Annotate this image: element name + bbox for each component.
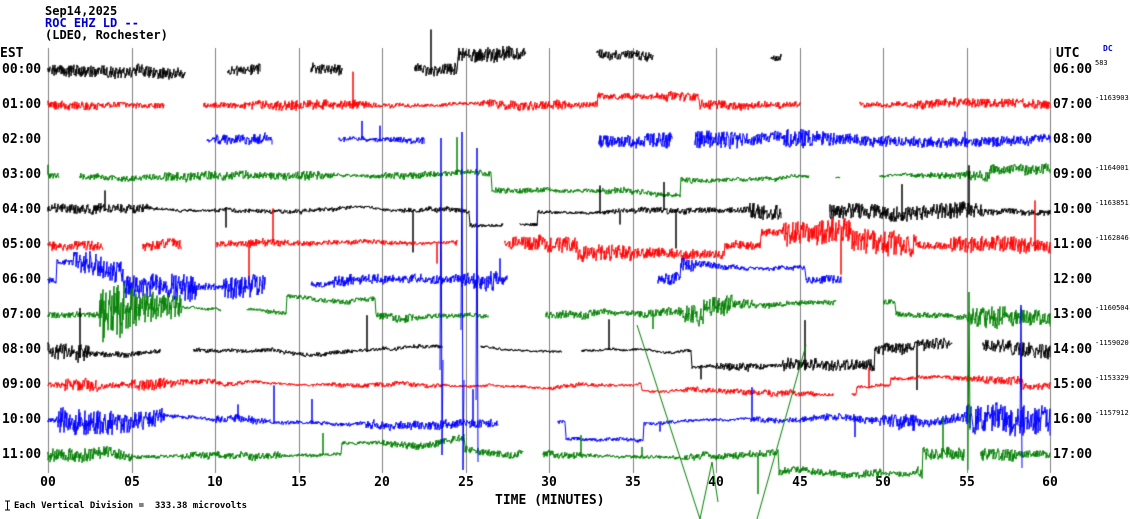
x-tick-label: 10 bbox=[207, 475, 223, 490]
x-tick-label: 30 bbox=[541, 475, 557, 490]
x-tick-label: 25 bbox=[458, 475, 474, 490]
utc-time-label: 16:00 bbox=[1053, 412, 1093, 427]
est-time-label: 04:00 bbox=[2, 202, 42, 217]
x-tick-label: 60 bbox=[1042, 475, 1058, 490]
est-time-label: 08:00 bbox=[2, 342, 42, 357]
dc-value: -1153329 bbox=[1095, 374, 1129, 382]
utc-time-label: 15:00 bbox=[1053, 377, 1093, 392]
utc-time-label: 14:00 bbox=[1053, 342, 1093, 357]
dc-value: -1163851 bbox=[1095, 199, 1129, 207]
x-tick-label: 50 bbox=[875, 475, 891, 490]
x-tick-label: 55 bbox=[959, 475, 975, 490]
x-tick-label: 40 bbox=[708, 475, 724, 490]
x-axis-title: TIME (MINUTES) bbox=[495, 493, 605, 508]
est-time-label: 03:00 bbox=[2, 167, 42, 182]
dc-value: -1164001 bbox=[1095, 164, 1129, 172]
utc-time-label: 08:00 bbox=[1053, 132, 1093, 147]
right-axis-label-utc: UTC bbox=[1056, 46, 1080, 61]
est-time-label: 02:00 bbox=[2, 132, 42, 147]
est-time-label: 10:00 bbox=[2, 412, 42, 427]
scale-text: Each Vertical Division = 333.38 microvol… bbox=[14, 500, 247, 511]
est-time-label: 11:00 bbox=[2, 447, 42, 462]
utc-time-label: 11:00 bbox=[1053, 237, 1093, 252]
dc-value: -1162846 bbox=[1095, 234, 1129, 242]
x-tick-label: 45 bbox=[792, 475, 808, 490]
x-tick-label: 00 bbox=[40, 475, 56, 490]
utc-time-label: 07:00 bbox=[1053, 97, 1093, 112]
utc-time-label: 10:00 bbox=[1053, 202, 1093, 217]
dc-value: -1160504 bbox=[1095, 304, 1129, 312]
dc-value: -1159020 bbox=[1095, 339, 1129, 347]
est-time-label: 09:00 bbox=[2, 377, 42, 392]
utc-time-label: 12:00 bbox=[1053, 272, 1093, 287]
left-axis-label-est: EST bbox=[0, 46, 24, 61]
dc-column-header: DC bbox=[1103, 44, 1113, 53]
x-tick-label: 05 bbox=[124, 475, 140, 490]
dc-value: -1163903 bbox=[1095, 94, 1129, 102]
est-time-label: 01:00 bbox=[2, 97, 42, 112]
est-time-label: 07:00 bbox=[2, 307, 42, 322]
utc-time-label: 09:00 bbox=[1053, 167, 1093, 182]
scale-footer: Each Vertical Division = 333.38 microvol… bbox=[4, 500, 247, 511]
vertical-division-marker-icon bbox=[5, 500, 10, 511]
x-tick-label: 15 bbox=[291, 475, 307, 490]
est-time-label: 00:00 bbox=[2, 62, 42, 77]
utc-time-label: 13:00 bbox=[1053, 307, 1093, 322]
utc-time-label: 06:00 bbox=[1053, 62, 1093, 77]
dc-value: -1157912 bbox=[1095, 409, 1129, 417]
x-tick-label: 35 bbox=[625, 475, 641, 490]
dc-value: 583 bbox=[1095, 59, 1108, 67]
x-tick-label: 20 bbox=[374, 475, 390, 490]
est-time-label: 05:00 bbox=[2, 237, 42, 252]
header-network-name: (LDEO, Rochester) bbox=[45, 28, 168, 42]
utc-time-label: 17:00 bbox=[1053, 447, 1093, 462]
est-time-label: 06:00 bbox=[2, 272, 42, 287]
